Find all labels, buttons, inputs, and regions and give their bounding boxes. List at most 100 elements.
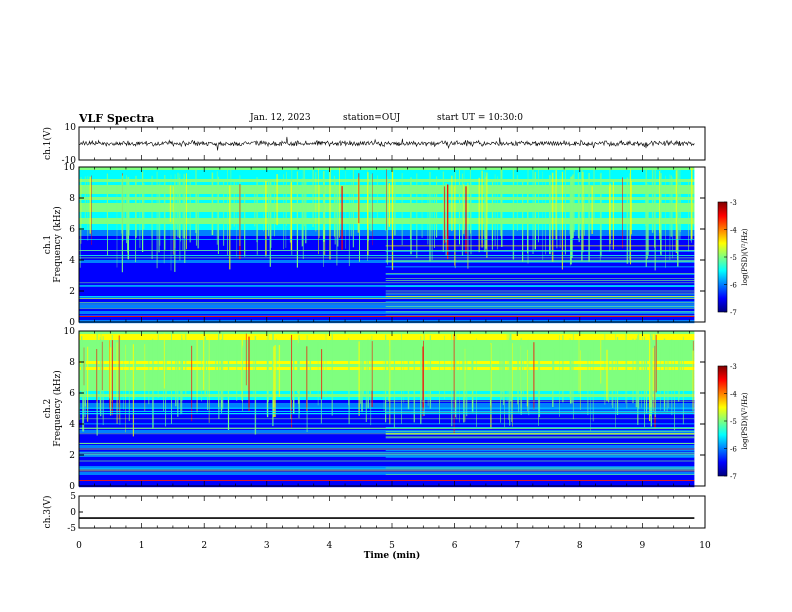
ytick-label: 10 <box>64 163 76 173</box>
spectrogram-band <box>79 394 695 398</box>
spectrogram-band <box>79 472 695 476</box>
spectrogram-band <box>79 445 695 449</box>
colorbar-tick-label: -6 <box>730 446 737 454</box>
xtick-label: 5 <box>389 541 395 551</box>
spectrogram-band <box>79 400 695 404</box>
xtick-label: 8 <box>577 541 583 551</box>
figure-title: VLF Spectra <box>79 112 155 125</box>
colorbar-tick-label: -5 <box>730 418 737 426</box>
spectrogram-band <box>79 475 695 479</box>
xtick-label: 3 <box>264 541 270 551</box>
spectrogram-band <box>79 287 695 291</box>
spectrogram-band <box>79 418 695 422</box>
spectrogram-band <box>79 376 695 380</box>
spectrogram-band <box>79 409 695 413</box>
spectrogram-band <box>79 167 695 171</box>
spectrogram-band <box>79 373 695 377</box>
xtick-label: 4 <box>327 541 333 551</box>
spectrogram-band <box>79 466 695 470</box>
spectrogram-band <box>79 337 695 341</box>
spectrogram-band <box>79 385 695 389</box>
spectrogram-band <box>79 460 695 464</box>
xtick-label: 1 <box>139 541 145 551</box>
spectrogram-band <box>79 421 695 425</box>
spectrogram-band <box>79 424 695 428</box>
spectrogram-band <box>79 346 695 350</box>
spectrogram-band <box>79 334 695 338</box>
spectrogram-band <box>79 352 695 356</box>
spectrogram-band <box>79 355 695 359</box>
colorbar-tick-label: -7 <box>730 309 737 317</box>
spectrogram-band <box>79 331 695 335</box>
spectrogram-ch2-spectrogram <box>78 331 695 488</box>
spectrogram-band <box>79 439 695 443</box>
spectrogram-band <box>79 358 695 362</box>
spectrogram-band <box>79 382 695 386</box>
spectrogram-band <box>79 275 695 279</box>
spectrogram-band <box>79 290 695 294</box>
colorbar-label: log(PSD)(V²/Hz) <box>741 392 749 449</box>
spectrogram-band <box>79 299 695 303</box>
colorbar-tick-label: -5 <box>730 254 737 262</box>
spectrogram-band <box>79 379 695 383</box>
ytick-label: 2 <box>69 287 75 297</box>
ytick-label: 8 <box>69 358 75 368</box>
colorbar-tick-label: -4 <box>730 391 737 399</box>
spectrogram-band <box>79 263 695 267</box>
start-time-label: start UT = 10:30:0 <box>437 113 523 123</box>
spectrogram-band <box>79 278 695 282</box>
spectrogram-band <box>79 457 695 461</box>
ylabel-frequency: Frequency (kHz) <box>52 370 63 447</box>
date-label: Jan. 12, 2023 <box>250 113 311 123</box>
colorbar-tick-label: -6 <box>730 282 737 290</box>
xtick-label: 6 <box>452 541 458 551</box>
colorbar-tick-label: -3 <box>730 199 737 207</box>
spectrogram-band <box>79 317 695 321</box>
ytick-label: 0 <box>69 318 75 328</box>
ytick-label: 0 <box>69 482 75 492</box>
colorbar-label: log(PSD)(V²/Hz) <box>741 228 749 285</box>
xaxis-label: Time (min) <box>364 550 421 561</box>
xtick-label: 0 <box>76 541 82 551</box>
ytick-label: 4 <box>69 420 75 430</box>
ylabel-ch1-waveform: ch.1(V) <box>42 127 53 160</box>
ytick-label: 4 <box>69 256 75 266</box>
spectrogram-band <box>79 266 695 270</box>
spectrogram-band <box>79 367 695 371</box>
xtick-label: 10 <box>699 541 711 551</box>
spectrogram-band <box>79 269 695 273</box>
waveform-trace-ch1-waveform <box>78 136 695 151</box>
ytick-label: 6 <box>69 389 75 399</box>
spectrogram-band <box>79 415 695 419</box>
ytick-label: 2 <box>69 451 75 461</box>
ylabel-frequency: Frequency (kHz) <box>52 206 63 283</box>
ytick-label: 10 <box>64 327 76 337</box>
spectrogram-band <box>79 296 695 300</box>
spectrogram-band <box>79 388 695 392</box>
spectrogram-band <box>79 311 695 315</box>
spectrogram-band <box>79 364 695 368</box>
ytick-label: -5 <box>67 524 76 534</box>
ytick-label: -10 <box>62 156 77 166</box>
spectrogram-band <box>79 451 695 455</box>
ytick-label: 8 <box>69 194 75 204</box>
xtick-label: 2 <box>201 541 207 551</box>
spectrogram-band <box>79 308 695 312</box>
spectrogram-band <box>79 481 695 485</box>
ytick-label: 6 <box>69 225 75 235</box>
spectrogram-band <box>79 463 695 467</box>
spectrogram-band <box>79 343 695 347</box>
spectrogram-band <box>79 391 695 395</box>
spectrogram-band <box>79 397 695 401</box>
spectrogram-band <box>79 406 695 410</box>
ylabel-channel: ch.2 <box>43 399 53 418</box>
colorbar-tick-label: -3 <box>730 363 737 371</box>
spectrogram-ch1-spectrogram <box>79 167 695 324</box>
ytick-label: 0 <box>70 508 76 518</box>
xtick-label: 9 <box>640 541 646 551</box>
colorbar-tick-label: -7 <box>730 473 737 481</box>
ylabel-ch3-waveform: ch.3(V) <box>42 496 53 529</box>
spectrogram-band <box>79 370 695 374</box>
colorbar-tick-label: -4 <box>730 227 737 235</box>
